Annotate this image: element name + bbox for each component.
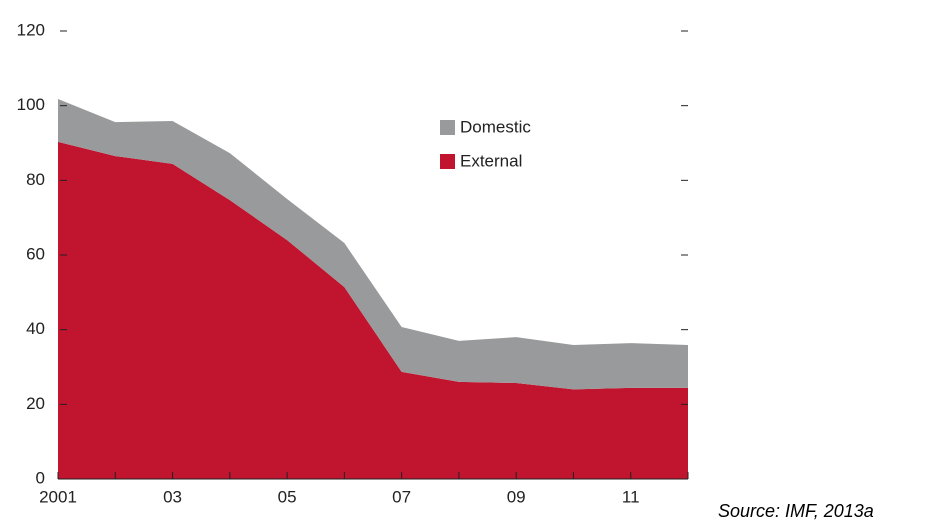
x-tick-label: 09 [507, 487, 526, 506]
legend-label: Domestic [460, 117, 531, 136]
legend-swatch [440, 154, 455, 169]
legend-swatch [440, 120, 455, 135]
x-tick-label: 03 [163, 487, 182, 506]
y-tick-label: 120 [17, 20, 45, 39]
legend-label: External [460, 151, 522, 170]
y-tick-label: 60 [26, 244, 45, 263]
y-tick-label: 20 [26, 394, 45, 413]
x-tick-label: 2001 [39, 487, 77, 506]
x-tick-label: 05 [278, 487, 297, 506]
x-tick-label: 11 [622, 487, 640, 506]
source-note: Source: IMF, 2013a [718, 501, 874, 521]
area [58, 98, 688, 390]
area [58, 141, 688, 479]
y-tick-label: 80 [26, 170, 45, 189]
y-tick-label: 100 [17, 95, 45, 114]
x-tick-label: 07 [392, 487, 411, 506]
y-tick-label: 40 [26, 319, 45, 338]
y-tick-label: 0 [36, 468, 45, 487]
